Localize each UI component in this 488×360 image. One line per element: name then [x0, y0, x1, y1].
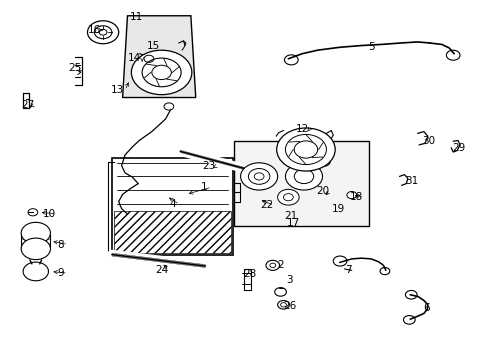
- Text: 31: 31: [405, 176, 418, 186]
- Text: 15: 15: [147, 41, 160, 50]
- Polygon shape: [114, 211, 230, 253]
- Text: 7: 7: [345, 265, 351, 275]
- Text: 20: 20: [315, 186, 328, 196]
- Text: 1: 1: [201, 182, 207, 192]
- Text: 23: 23: [202, 161, 215, 171]
- Bar: [21, 233, 50, 249]
- Text: 8: 8: [57, 239, 64, 249]
- Circle shape: [131, 50, 191, 95]
- Text: 18: 18: [349, 192, 363, 202]
- Text: 9: 9: [57, 268, 64, 278]
- Circle shape: [285, 163, 322, 190]
- Text: 16: 16: [87, 25, 101, 35]
- Bar: [112, 158, 232, 255]
- Circle shape: [21, 222, 50, 244]
- Text: 21: 21: [284, 211, 297, 221]
- Text: 24: 24: [155, 265, 168, 275]
- Text: 25: 25: [68, 63, 81, 73]
- Text: 4: 4: [169, 199, 175, 210]
- Text: 28: 28: [243, 269, 257, 279]
- Circle shape: [346, 192, 356, 199]
- Text: 10: 10: [43, 209, 56, 219]
- Circle shape: [276, 128, 334, 171]
- Circle shape: [277, 189, 299, 205]
- Polygon shape: [122, 16, 195, 98]
- Circle shape: [240, 163, 277, 190]
- Circle shape: [21, 238, 50, 260]
- Text: 12: 12: [295, 124, 308, 134]
- Bar: [244, 269, 251, 291]
- Text: 11: 11: [129, 12, 142, 22]
- Text: 6: 6: [423, 303, 429, 314]
- Circle shape: [265, 260, 279, 270]
- Text: 2: 2: [277, 260, 284, 270]
- Circle shape: [87, 21, 119, 44]
- Text: 5: 5: [367, 42, 374, 52]
- Bar: [233, 140, 368, 226]
- Text: 13: 13: [111, 85, 124, 95]
- Text: 3: 3: [285, 275, 292, 285]
- Text: 17: 17: [286, 218, 299, 228]
- Text: 30: 30: [422, 136, 434, 145]
- Text: 29: 29: [451, 143, 465, 153]
- Text: 14: 14: [128, 53, 141, 63]
- Text: 22: 22: [260, 200, 273, 210]
- Text: 27: 27: [21, 100, 34, 110]
- Text: 19: 19: [331, 204, 344, 214]
- Circle shape: [316, 156, 330, 166]
- Text: 26: 26: [283, 301, 296, 311]
